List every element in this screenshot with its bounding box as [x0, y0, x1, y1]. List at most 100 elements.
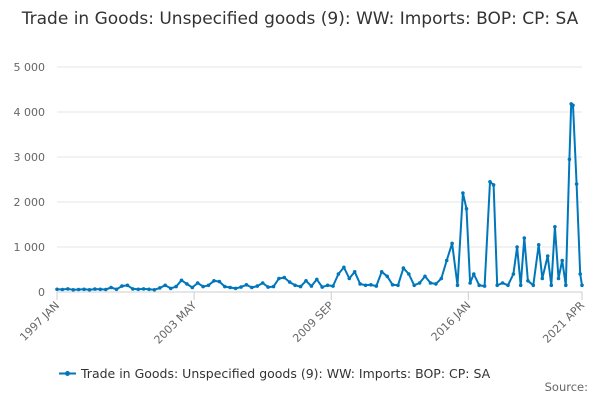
data-point[interactable] [228, 285, 232, 290]
data-point[interactable] [82, 287, 86, 292]
data-point[interactable] [298, 284, 303, 289]
data-point[interactable] [407, 272, 411, 276]
data-point[interactable] [87, 288, 92, 292]
data-point[interactable] [363, 283, 368, 288]
data-point[interactable] [147, 287, 151, 292]
data-point[interactable] [98, 287, 103, 292]
data-point[interactable] [488, 180, 492, 184]
data-point[interactable] [412, 283, 417, 288]
data-point[interactable] [500, 281, 505, 285]
data-point[interactable] [331, 284, 335, 288]
data-point[interactable] [315, 277, 319, 282]
data-point[interactable] [185, 282, 189, 286]
data-point[interactable] [495, 283, 500, 288]
data-point[interactable] [549, 283, 554, 288]
data-point[interactable] [125, 283, 130, 288]
data-point[interactable] [212, 279, 216, 283]
data-point[interactable] [482, 284, 487, 288]
data-point[interactable] [277, 276, 281, 281]
data-point[interactable] [233, 286, 238, 291]
legend[interactable]: Trade in Goods: Unspecified goods (9): W… [59, 366, 491, 381]
data-point[interactable] [174, 284, 178, 289]
data-point[interactable] [477, 283, 482, 288]
data-point[interactable] [152, 288, 157, 292]
data-point[interactable] [553, 225, 557, 229]
data-point[interactable] [358, 282, 362, 286]
data-point[interactable] [66, 287, 70, 291]
data-point[interactable] [423, 274, 427, 279]
data-point[interactable] [260, 281, 265, 285]
data-point[interactable] [76, 287, 81, 292]
data-point[interactable] [491, 183, 496, 187]
data-point[interactable] [401, 266, 406, 270]
data-point[interactable] [271, 284, 276, 289]
data-point[interactable] [374, 284, 379, 288]
data-point[interactable] [206, 283, 211, 288]
data-point[interactable] [352, 270, 357, 274]
data-point[interactable] [266, 285, 270, 289]
data-point[interactable] [396, 283, 400, 288]
data-point[interactable] [461, 191, 465, 195]
data-point[interactable] [450, 241, 454, 246]
data-point[interactable] [511, 272, 516, 276]
data-point[interactable] [55, 287, 59, 292]
data-point[interactable] [540, 276, 545, 281]
data-point[interactable] [201, 284, 205, 289]
data-point[interactable] [131, 287, 135, 291]
data-point[interactable] [564, 283, 568, 288]
data-point[interactable] [168, 286, 173, 291]
data-point[interactable] [217, 279, 222, 284]
data-point[interactable] [526, 279, 530, 283]
data-point[interactable] [293, 283, 297, 288]
data-point[interactable] [379, 270, 384, 274]
data-point[interactable] [93, 287, 97, 291]
data-point[interactable] [455, 283, 460, 288]
data-point[interactable] [567, 157, 572, 162]
data-point[interactable] [464, 207, 469, 211]
data-point[interactable] [336, 272, 341, 276]
data-point[interactable] [385, 274, 390, 279]
data-point[interactable] [369, 283, 373, 287]
data-point[interactable] [428, 281, 433, 285]
data-point[interactable] [439, 276, 444, 281]
data-point[interactable] [250, 285, 254, 290]
data-point[interactable] [114, 287, 119, 292]
data-point[interactable] [522, 236, 527, 240]
data-point[interactable] [515, 245, 519, 249]
data-point[interactable] [179, 278, 184, 283]
data-point[interactable] [390, 283, 395, 287]
data-point[interactable] [239, 285, 243, 289]
data-point[interactable] [120, 284, 124, 288]
data-point[interactable] [560, 258, 564, 263]
data-point[interactable] [223, 284, 227, 289]
data-point[interactable] [320, 285, 325, 289]
data-point[interactable] [347, 276, 352, 281]
data-point[interactable] [468, 281, 472, 285]
data-point[interactable] [195, 281, 200, 285]
data-point[interactable] [342, 265, 346, 270]
data-point[interactable] [304, 279, 308, 283]
data-point[interactable] [571, 103, 575, 108]
data-point[interactable] [158, 286, 162, 290]
data-point[interactable] [103, 287, 108, 292]
data-point[interactable] [580, 283, 584, 288]
data-point[interactable] [141, 287, 146, 291]
data-point[interactable] [71, 288, 75, 292]
data-point[interactable] [574, 182, 579, 186]
source-credit[interactable]: Source: [545, 380, 588, 394]
data-point[interactable] [531, 283, 536, 288]
data-point[interactable] [536, 243, 541, 247]
data-point[interactable] [287, 280, 292, 284]
data-point[interactable] [244, 283, 249, 287]
data-point[interactable] [163, 283, 167, 288]
data-point[interactable] [545, 254, 550, 258]
data-point[interactable] [444, 258, 449, 263]
data-point[interactable] [434, 282, 438, 286]
data-point[interactable] [109, 285, 113, 290]
data-point[interactable] [255, 284, 260, 288]
data-point[interactable] [325, 283, 330, 288]
data-point[interactable] [417, 281, 422, 285]
data-point[interactable] [190, 285, 195, 290]
data-point[interactable] [472, 272, 476, 276]
data-point[interactable] [578, 272, 582, 276]
